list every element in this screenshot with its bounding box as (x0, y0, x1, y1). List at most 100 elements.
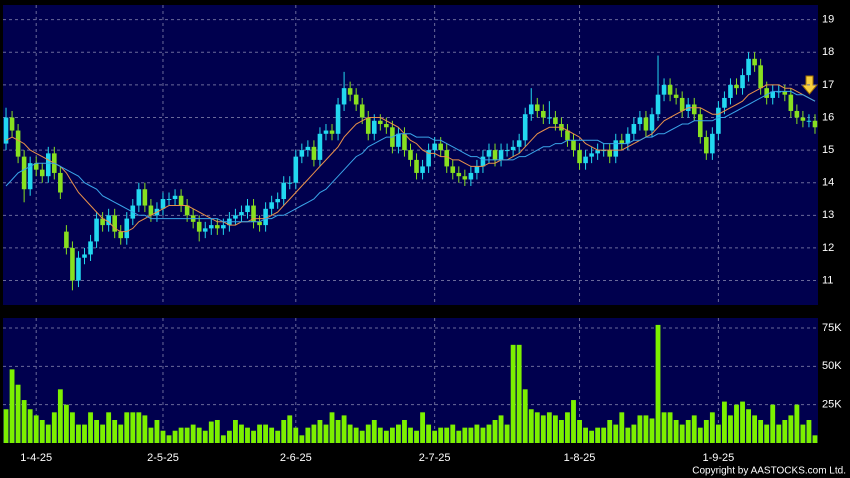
volume-bar (703, 419, 709, 443)
candle-body (9, 117, 15, 131)
candle-body (112, 215, 117, 232)
volume-bar (577, 419, 582, 443)
candle-body (547, 117, 552, 119)
volume-bar (172, 430, 178, 443)
candle-body (221, 225, 226, 229)
y-tick-label: 50K (822, 360, 842, 372)
volume-bar (118, 424, 124, 443)
volume-bar (758, 419, 764, 443)
candle-body (58, 172, 63, 193)
volume-bar (420, 412, 425, 443)
volume-bar (311, 424, 317, 443)
volume-bar (444, 427, 450, 443)
volume-bar (106, 412, 112, 443)
volume-bar (239, 424, 244, 443)
candle-body (142, 189, 148, 206)
volume-bar (740, 401, 745, 443)
volume-bar (679, 424, 685, 443)
copyright: Copyright by AASTOCKS.com Ltd. (692, 466, 846, 477)
volume-bar (82, 424, 87, 443)
volume-bar (715, 424, 721, 443)
candle-body (752, 58, 757, 66)
candle-body (528, 104, 534, 115)
volume-bar (619, 412, 625, 443)
candle-body (589, 153, 594, 157)
candle-body (136, 189, 142, 206)
volume-bar (450, 424, 456, 443)
candle-body (474, 166, 480, 173)
volume-bar (504, 424, 510, 443)
candle-body (378, 120, 383, 125)
candle-body (359, 104, 365, 118)
volume-bar (752, 415, 758, 443)
candle-body (384, 124, 389, 128)
volume-bar (377, 427, 383, 443)
volume-bar (709, 412, 715, 443)
candle-body (468, 172, 474, 180)
volume-bar (383, 430, 389, 443)
candle-body (396, 133, 401, 147)
candle-body (625, 133, 631, 144)
moving-average-line (5, 90, 816, 223)
y-tick-label: 11 (822, 274, 833, 286)
volume-bar (233, 419, 238, 443)
volume-bar (510, 344, 516, 443)
volume-bar (426, 424, 432, 443)
candle-body (583, 156, 588, 164)
candle-body (710, 133, 715, 154)
y-tick-label: 19 (822, 14, 834, 26)
volume-bar (456, 430, 462, 443)
y-tick-label: 12 (822, 242, 834, 254)
candle-body (39, 169, 45, 177)
candle-body (432, 143, 437, 151)
volume-bar (643, 415, 649, 443)
volume-bar (631, 424, 637, 443)
volume-bar (764, 424, 770, 443)
volume-bar (685, 419, 691, 443)
candle-body (806, 120, 812, 122)
volume-bar (251, 430, 256, 443)
x-tick-label: 1-4-25 (20, 452, 52, 464)
candle-body (178, 195, 184, 206)
candle-body (33, 163, 39, 170)
candle-body (311, 146, 317, 160)
volume-bar (571, 400, 576, 443)
volume-bar (202, 430, 208, 443)
candle-body (776, 91, 782, 93)
candle-body (770, 91, 776, 98)
volume-bar (353, 427, 359, 443)
volume-bar (438, 427, 444, 443)
volume-bar (770, 404, 776, 443)
volume-bar (94, 419, 99, 443)
volume-bar (130, 412, 136, 443)
volume-bar (88, 412, 93, 443)
candle-body (257, 221, 262, 226)
volume-bar (226, 430, 232, 443)
candle-body (21, 156, 27, 190)
candle-body (728, 84, 733, 98)
candle-body (341, 88, 347, 105)
candle-body (553, 117, 558, 125)
y-tick-label: 75K (822, 322, 842, 334)
volume-bar (76, 424, 81, 443)
volume-bar (655, 324, 661, 443)
candle-body (347, 88, 353, 95)
volume-bar (51, 412, 57, 443)
y-tick-label: 13 (822, 209, 834, 221)
candle-body (812, 120, 818, 128)
candle-body (196, 221, 202, 232)
candle-body (643, 117, 649, 131)
y-tick-label: 25K (822, 399, 842, 411)
volume-bar (365, 424, 371, 443)
volume-bar (697, 427, 703, 443)
candle-body (480, 156, 486, 167)
volume-bar (257, 424, 262, 443)
volume-bar (9, 369, 15, 443)
candle-body (335, 104, 341, 134)
candle-body (426, 150, 431, 167)
volume-bar (220, 435, 226, 443)
candle-body (287, 182, 293, 184)
volume-bar (565, 412, 570, 443)
volume-bar (299, 435, 305, 443)
volume-bar (806, 419, 812, 443)
